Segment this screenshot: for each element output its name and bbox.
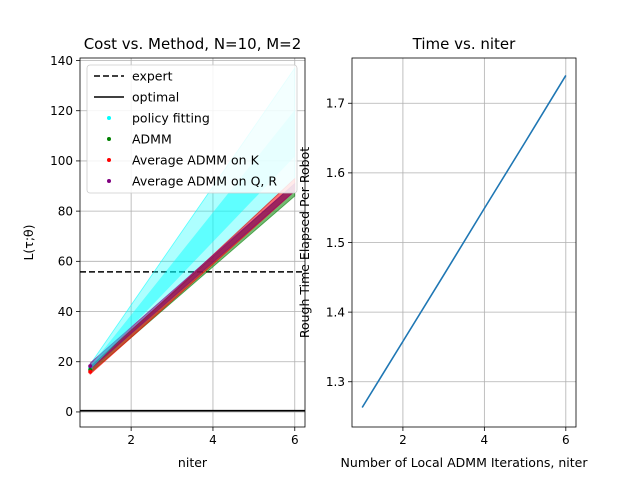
cost-chart-ytick-label: 120 (50, 104, 73, 118)
time-chart-xtick-label: 2 (399, 433, 407, 447)
legend-swatch-policy-fitting (107, 116, 111, 120)
time-chart-xtick-label: 4 (481, 433, 489, 447)
cost-chart-xtick-label: 6 (291, 433, 299, 447)
legend-label: ADMM (132, 132, 172, 147)
average-admm-on-q-r-marker (88, 364, 93, 369)
legend-label: Average ADMM on Q, R (132, 174, 277, 189)
time-chart-ytick-label: 1.4 (326, 305, 345, 319)
cost-chart-ylabel: L(τ;θ) (21, 224, 36, 260)
cost-chart: Cost vs. Method, N=10, M=2 2 4 60204060801… (21, 35, 306, 470)
legend-label: optimal (132, 90, 179, 105)
cost-chart-title: Cost vs. Method, N=10, M=2 (84, 35, 302, 53)
legend-swatch-average-admm-on-q-r (107, 179, 111, 183)
time-chart-ytick-label: 1.6 (326, 166, 345, 180)
time-chart-ytick-label: 1.5 (326, 236, 345, 250)
time-chart-ytick-label: 1.3 (326, 375, 345, 389)
legend-swatch-admm (107, 137, 111, 141)
cost-chart-ytick-label: 140 (50, 54, 73, 68)
time-chart-ytick-label: 1.7 (326, 97, 345, 111)
cost-chart-ytick-label: 80 (58, 204, 73, 218)
time-chart: Time vs. niter 2 4 6 1.3 1.4 1.5 1.6 1.7 Number… (297, 35, 588, 470)
legend-label: policy fitting (132, 111, 210, 126)
cost-chart-ytick-label: 40 (58, 305, 73, 319)
cost-chart-ytick-label: 20 (58, 355, 73, 369)
legend-box (86, 64, 298, 194)
cost-chart-legend: expert optimal policy fitting ADMM Average A… (86, 64, 298, 194)
time-chart-xtick-label: 6 (562, 433, 570, 447)
average-admm-on-k-marker (88, 369, 93, 374)
cost-chart-xtick-label: 2 (127, 433, 135, 447)
time-chart-xlabel: Number of Local ADMM Iterations, niter (341, 455, 589, 470)
cost-chart-frame (79, 57, 306, 428)
cost-chart-xtick-label: 4 (209, 433, 217, 447)
legend-label: expert (132, 69, 173, 84)
legend-swatch-average-admm-on-k (107, 158, 111, 162)
time-chart-title: Time vs. niter (412, 35, 516, 53)
cost-chart-ytick-label: 0 (65, 405, 73, 419)
legend-label: Average ADMM on K (132, 153, 260, 168)
cost-chart-xlabel: niter (178, 455, 208, 470)
time-series-line (361, 74, 567, 408)
cost-chart-ytick-label: 60 (58, 255, 73, 269)
time-chart-ylabel: Rough Time Elapsed Per Robot (297, 147, 312, 338)
cost-chart-ytick-label: 100 (50, 154, 73, 168)
